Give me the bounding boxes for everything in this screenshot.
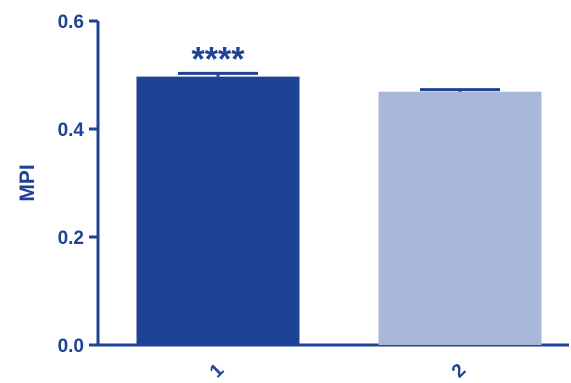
y-axis-title: MPI (16, 164, 39, 201)
y-tick-label: 0.0 (58, 336, 84, 357)
significance-label: **** (192, 40, 246, 78)
y-tick-label: 0.4 (58, 120, 85, 141)
y-axis: 0.0 0.2 0.4 0.6 (58, 12, 100, 357)
bar (378, 91, 542, 346)
bars-group (136, 76, 542, 346)
bar (136, 76, 300, 346)
y-tick-label: 0.2 (58, 228, 84, 249)
y-tick-label: 0.6 (58, 12, 84, 33)
x-tick-label: 1 (206, 360, 229, 383)
error-bars-group (178, 71, 500, 92)
x-tick-label: 2 (448, 360, 470, 382)
annotations-group: **** (192, 40, 246, 78)
